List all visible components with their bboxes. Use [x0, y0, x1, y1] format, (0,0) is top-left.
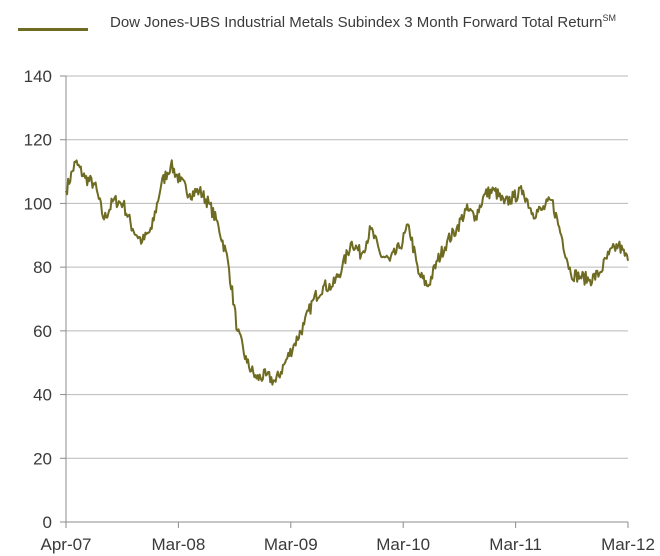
- axes: [65, 76, 628, 523]
- y-tick-label: 100: [24, 194, 52, 213]
- series-group: [65, 159, 629, 386]
- y-tick-label: 60: [33, 322, 52, 341]
- gridlines: [66, 75, 628, 459]
- y-axis-ticks: 0 20 40 60 80 100 120 140: [24, 67, 66, 532]
- y-tick-label: 80: [33, 258, 52, 277]
- legend-swatch: [18, 28, 88, 31]
- x-tick-label: Mar-09: [264, 535, 318, 554]
- chart-legend: Dow Jones-UBS Industrial Metals Subindex…: [18, 10, 658, 54]
- legend-superscript: SM: [602, 13, 616, 23]
- x-axis-ticks: Apr-07 Mar-08 Mar-09 Mar-10 Mar-11 Mar-12: [40, 522, 655, 554]
- y-tick-label: 140: [24, 67, 52, 86]
- x-tick-label: Mar-10: [376, 535, 430, 554]
- x-tick-label: Mar-12: [601, 535, 655, 554]
- y-tick-label: 120: [24, 131, 52, 150]
- x-tick-label: Mar-11: [489, 535, 542, 554]
- legend-series-name: Dow Jones-UBS Industrial Metals Subindex…: [110, 14, 603, 31]
- y-tick-label: 0: [43, 513, 52, 532]
- y-tick-label: 40: [33, 386, 52, 405]
- x-tick-label: Apr-07: [40, 535, 91, 554]
- x-tick-label: Mar-08: [151, 535, 205, 554]
- series-line: [65, 159, 629, 386]
- legend-label: Dow Jones-UBS Industrial Metals Subindex…: [110, 10, 650, 31]
- y-tick-label: 20: [33, 449, 52, 468]
